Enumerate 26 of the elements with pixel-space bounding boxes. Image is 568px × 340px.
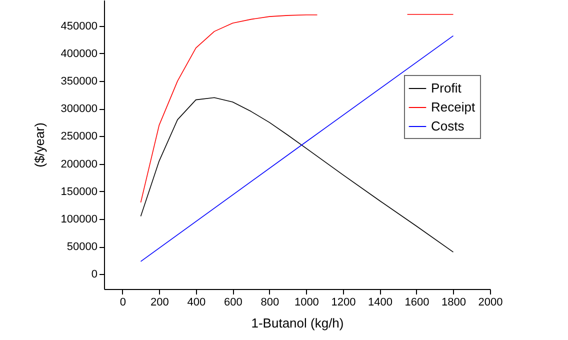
y-tick-label: 300000 — [60, 103, 98, 116]
legend-label: Profit — [431, 80, 462, 96]
x-tick-label: 1800 — [441, 296, 466, 308]
x-tick-label: 0 — [120, 296, 126, 308]
x-tick-label: 200 — [150, 296, 169, 308]
y-tick-label: 450000 — [60, 20, 98, 32]
y-tick-label: 400000 — [60, 48, 98, 60]
y-tick-label: 100000 — [60, 213, 98, 226]
y-axis-title: ($/year) — [32, 122, 47, 168]
x-tick-label: 1000 — [294, 296, 319, 308]
y-tick-label: 250000 — [60, 130, 98, 143]
x-tick-label: 2000 — [478, 296, 503, 308]
x-tick-label: 600 — [224, 296, 242, 308]
y-tick-label: 150000 — [60, 186, 98, 198]
y-tick-label: 50000 — [66, 241, 98, 254]
y-tick-label: 350000 — [60, 76, 98, 88]
x-tick-label: 1600 — [404, 296, 430, 308]
x-tick-label: 400 — [187, 296, 206, 308]
x-axis-title: 1-Butanol (kg/h) — [251, 316, 344, 330]
x-tick-label: 800 — [260, 296, 280, 308]
legend-label: Receipt — [431, 100, 476, 114]
x-tick-label: 1400 — [368, 296, 392, 308]
y-tick-label: 200000 — [60, 158, 98, 170]
y-tick-label: 0 — [91, 268, 98, 281]
x-tick-label: 1200 — [331, 296, 356, 308]
legend-label: Costs — [431, 118, 465, 134]
